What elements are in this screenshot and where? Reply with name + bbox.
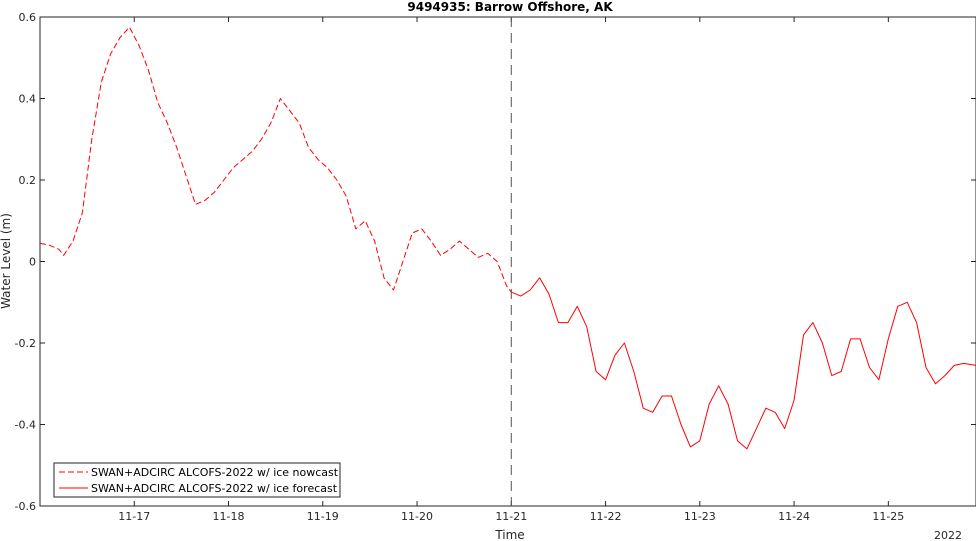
y-tick-label: -0.4 (15, 419, 36, 432)
chart-title: 9494935: Barrow Offshore, AK (407, 0, 613, 14)
x-tick-label: 11-22 (590, 510, 622, 523)
y-axis: -0.6 -0.4 -0.2 0 0.2 0.4 0.6 (15, 11, 976, 513)
y-tick-label: 0.2 (19, 174, 37, 187)
x-tick-label: 11-19 (307, 510, 339, 523)
x-tick-label: 11-23 (684, 510, 716, 523)
legend-label-nowcast: SWAN+ADCIRC ALCOFS-2022 w/ ice nowcast (91, 466, 339, 479)
series-layer (39, 26, 976, 450)
series-line-forecast (511, 277, 976, 450)
legend: SWAN+ADCIRC ALCOFS-2022 w/ ice nowcast S… (53, 462, 341, 498)
series-line-nowcast (39, 26, 512, 293)
plot-area (39, 16, 976, 507)
x-axis-title: Time (494, 528, 524, 541)
y-tick-label: -0.2 (15, 337, 36, 350)
legend-label-forecast: SWAN+ADCIRC ALCOFS-2022 w/ ice forecast (91, 482, 338, 495)
y-tick-label: 0 (29, 256, 36, 269)
x-axis: 11-17 11-18 11-19 11-20 11-21 11-22 11-23 11-24… (118, 17, 904, 523)
x-tick-label: 11-17 (118, 510, 150, 523)
x-tick-label: 11-21 (495, 510, 527, 523)
y-tick-label: -0.6 (15, 500, 36, 513)
x-tick-label: 11-24 (778, 510, 810, 523)
y-axis-title: Water Level (m) (0, 213, 13, 309)
year-label: 2022 (934, 529, 962, 541)
x-tick-label: 11-20 (401, 510, 433, 523)
legend-box (53, 462, 341, 498)
x-tick-label: 11-18 (213, 510, 245, 523)
y-tick-label: 0.6 (19, 11, 37, 24)
x-tick-label: 11-25 (872, 510, 904, 523)
y-tick-label: 0.4 (19, 93, 37, 106)
